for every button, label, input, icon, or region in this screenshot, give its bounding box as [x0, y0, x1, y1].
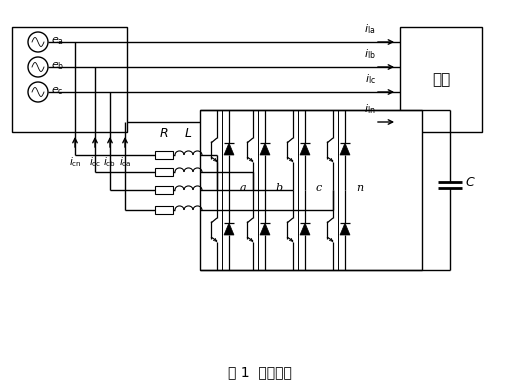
Text: $e_{\rm c}$: $e_{\rm c}$ — [51, 85, 63, 97]
Text: c: c — [316, 183, 322, 193]
Polygon shape — [300, 223, 310, 235]
Polygon shape — [224, 223, 234, 235]
Bar — [155, 186, 173, 194]
Text: b: b — [276, 183, 283, 193]
Text: $i_{\rm lc}$: $i_{\rm lc}$ — [365, 72, 375, 86]
Text: n: n — [356, 183, 363, 193]
Polygon shape — [340, 223, 350, 235]
Bar — [155, 168, 173, 176]
Text: a: a — [240, 183, 246, 193]
Text: $i_{\rm cb}$: $i_{\rm cb}$ — [103, 155, 116, 169]
Bar — [155, 206, 173, 214]
Text: $i_{\rm la}$: $i_{\rm la}$ — [365, 22, 375, 36]
Text: $L$: $L$ — [185, 127, 192, 140]
Bar — [155, 151, 173, 159]
Text: $i_{\rm ca}$: $i_{\rm ca}$ — [119, 155, 132, 169]
Polygon shape — [260, 143, 270, 155]
Polygon shape — [340, 143, 350, 155]
Text: 图 1  主电路图: 图 1 主电路图 — [228, 365, 292, 379]
Text: $i_{\rm cn}$: $i_{\rm cn}$ — [69, 155, 82, 169]
Polygon shape — [260, 223, 270, 235]
Text: $e_{\rm b}$: $e_{\rm b}$ — [51, 60, 64, 72]
Text: $i_{\rm lb}$: $i_{\rm lb}$ — [364, 47, 376, 61]
Text: $i_{\rm ln}$: $i_{\rm ln}$ — [364, 102, 376, 116]
Polygon shape — [300, 143, 310, 155]
Text: 负载: 负载 — [432, 72, 450, 87]
Bar — [400, 27, 482, 132]
Bar — [200, 110, 422, 270]
Text: $e_{\rm a}$: $e_{\rm a}$ — [51, 35, 64, 47]
Text: $R$: $R$ — [159, 127, 169, 140]
Text: $i_{\rm cc}$: $i_{\rm cc}$ — [89, 155, 101, 169]
Text: $C$: $C$ — [465, 176, 476, 188]
Polygon shape — [224, 143, 234, 155]
Bar — [12, 27, 127, 132]
